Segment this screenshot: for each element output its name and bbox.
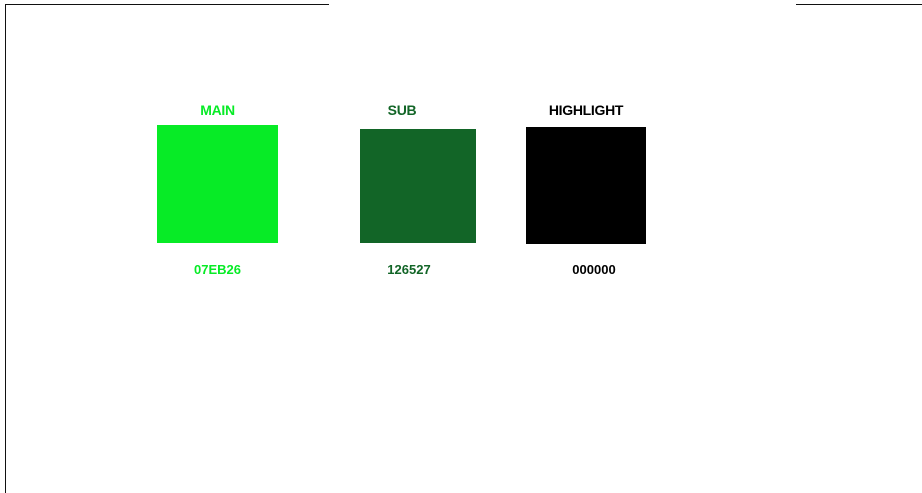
frame-border-left [5, 4, 6, 493]
sub-color-code: 126527 [387, 262, 431, 277]
sub-color-swatch [360, 129, 476, 243]
sub-color-label: SUB [387, 102, 417, 118]
frame-border-top-right [796, 4, 922, 5]
highlight-color-label: HIGHLIGHT [548, 102, 624, 118]
highlight-color-swatch [526, 127, 646, 244]
highlight-color-code: 000000 [572, 262, 616, 277]
main-color-label: MAIN [200, 102, 235, 118]
main-color-code: 07EB26 [194, 262, 241, 277]
main-color-swatch [157, 125, 278, 243]
frame-border-top [5, 4, 329, 5]
